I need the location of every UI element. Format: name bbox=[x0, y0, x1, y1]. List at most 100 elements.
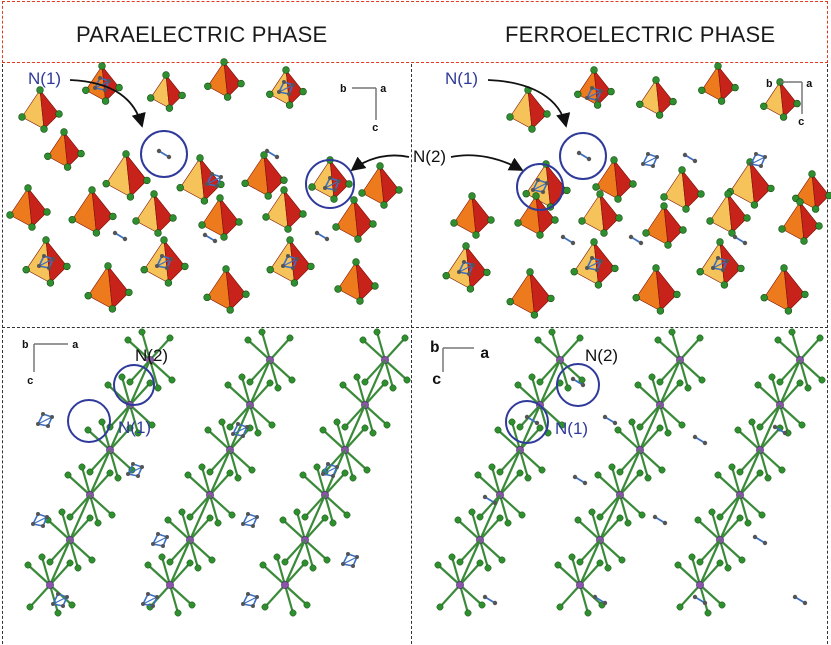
ligand-atom bbox=[286, 236, 294, 244]
cation bbox=[112, 230, 128, 242]
ligand-atom bbox=[132, 217, 140, 225]
cation bbox=[560, 234, 576, 246]
octahedron-face bbox=[27, 187, 48, 228]
cation bbox=[241, 592, 259, 608]
ligand-atom bbox=[164, 516, 172, 524]
metal-ligand-bond bbox=[458, 584, 470, 614]
metal-chain-unit bbox=[694, 508, 746, 572]
cation bbox=[592, 594, 608, 606]
ligand-atom bbox=[126, 424, 134, 432]
cation-atom bbox=[762, 540, 768, 546]
chain-link bbox=[168, 539, 192, 586]
ligand-atom bbox=[24, 561, 32, 569]
ligand-atom bbox=[514, 219, 522, 227]
cation bbox=[205, 172, 223, 188]
ligand-atom bbox=[290, 279, 299, 287]
cation-atom bbox=[534, 420, 540, 426]
ligand-atom bbox=[108, 305, 117, 313]
ligand-atom bbox=[720, 281, 729, 289]
ligand-atom bbox=[530, 311, 539, 319]
metal-ligand-bond bbox=[499, 449, 521, 473]
metal-chain-unit bbox=[124, 328, 176, 392]
ligand-atom bbox=[341, 423, 349, 431]
ligand-atom bbox=[468, 192, 476, 200]
octahedron bbox=[442, 242, 491, 293]
metal-ligand-bond bbox=[140, 331, 152, 361]
ligand-atom bbox=[22, 266, 30, 274]
metal-ligand-bond bbox=[470, 511, 482, 541]
cation-atom bbox=[646, 152, 650, 156]
ligand-atom bbox=[354, 235, 362, 243]
octahedron-face bbox=[219, 197, 240, 238]
metal-ligand-bond bbox=[129, 382, 151, 406]
ligand-atom bbox=[164, 279, 173, 287]
metal-ligand-bond bbox=[168, 584, 180, 614]
octahedron bbox=[760, 264, 809, 315]
metal-ligand-bond bbox=[638, 449, 650, 479]
chain-link bbox=[778, 359, 802, 406]
metal-ligand-bond bbox=[269, 359, 293, 381]
ligand-atom bbox=[678, 421, 686, 429]
chain-link bbox=[208, 449, 232, 496]
ligand-atom bbox=[42, 236, 50, 244]
cation-atom bbox=[524, 414, 530, 420]
metal-ligand-bond bbox=[457, 519, 481, 541]
ligand-atom bbox=[516, 469, 524, 477]
paraelectric-top-annotations: N(1) b a c bbox=[28, 69, 387, 209]
octahedron-face bbox=[63, 131, 82, 168]
ligand-atom bbox=[736, 468, 744, 476]
metal-ligand-bond bbox=[757, 384, 781, 406]
metal-ligand-bond bbox=[779, 359, 801, 383]
cation bbox=[641, 152, 659, 168]
octahedron bbox=[642, 202, 687, 249]
ligand-atom bbox=[203, 293, 211, 302]
metal-ligand-bond bbox=[737, 429, 761, 451]
metal-ligand-bond bbox=[690, 556, 702, 586]
ligand-atom bbox=[644, 474, 652, 482]
metal-ligand-bond bbox=[770, 376, 782, 406]
ligand-atom bbox=[102, 180, 110, 188]
ligand-atom bbox=[768, 373, 776, 381]
n1-label-bottom-right: N(1) bbox=[555, 419, 588, 438]
metal-ligand-bond bbox=[510, 421, 522, 451]
ligand-atom bbox=[124, 336, 132, 344]
cation-bond bbox=[342, 556, 358, 565]
cation-bond bbox=[37, 416, 53, 425]
metal-ligand-bond bbox=[550, 331, 562, 361]
ligand-atom bbox=[299, 471, 307, 479]
octahedron-face bbox=[107, 265, 130, 310]
axis-c-label-bottom-left: c bbox=[27, 376, 34, 388]
ligand-atom bbox=[223, 93, 232, 101]
metal-ligand-bond bbox=[679, 337, 701, 361]
cation-atom bbox=[156, 148, 162, 154]
metal-chain-unit bbox=[514, 373, 566, 437]
ligand-atom bbox=[793, 99, 801, 108]
metal-atom bbox=[281, 581, 289, 589]
ligand-atom bbox=[778, 225, 786, 233]
octahedron-face bbox=[527, 89, 548, 130]
cation-atom bbox=[752, 534, 758, 540]
ligand-atom bbox=[776, 378, 784, 386]
ligand-atom bbox=[273, 553, 281, 561]
cation bbox=[585, 256, 603, 272]
cation-atom bbox=[582, 480, 588, 486]
metal-ligand-bond bbox=[719, 494, 741, 518]
ligand-atom bbox=[724, 190, 732, 198]
octahedron bbox=[592, 156, 637, 203]
metal-ligand-bond bbox=[269, 337, 291, 361]
ferroelectric-title: FERROELECTRIC PHASE bbox=[505, 22, 776, 47]
ligand-atom bbox=[718, 601, 726, 609]
cation bbox=[264, 148, 280, 160]
cation-atom bbox=[241, 434, 245, 438]
ligand-atom bbox=[716, 559, 724, 567]
ligand-atom bbox=[60, 128, 68, 136]
ligand-atom bbox=[160, 236, 168, 244]
metal-ligand-bond bbox=[344, 449, 368, 471]
ligand-atom bbox=[698, 376, 706, 384]
metal-ligand-bond bbox=[618, 494, 630, 524]
metal-ligand-bond bbox=[699, 584, 723, 606]
metal-ligand-bond bbox=[759, 449, 783, 471]
octahedron bbox=[760, 78, 801, 121]
metal-chain-unit bbox=[654, 328, 706, 392]
ligand-atom bbox=[186, 559, 194, 567]
